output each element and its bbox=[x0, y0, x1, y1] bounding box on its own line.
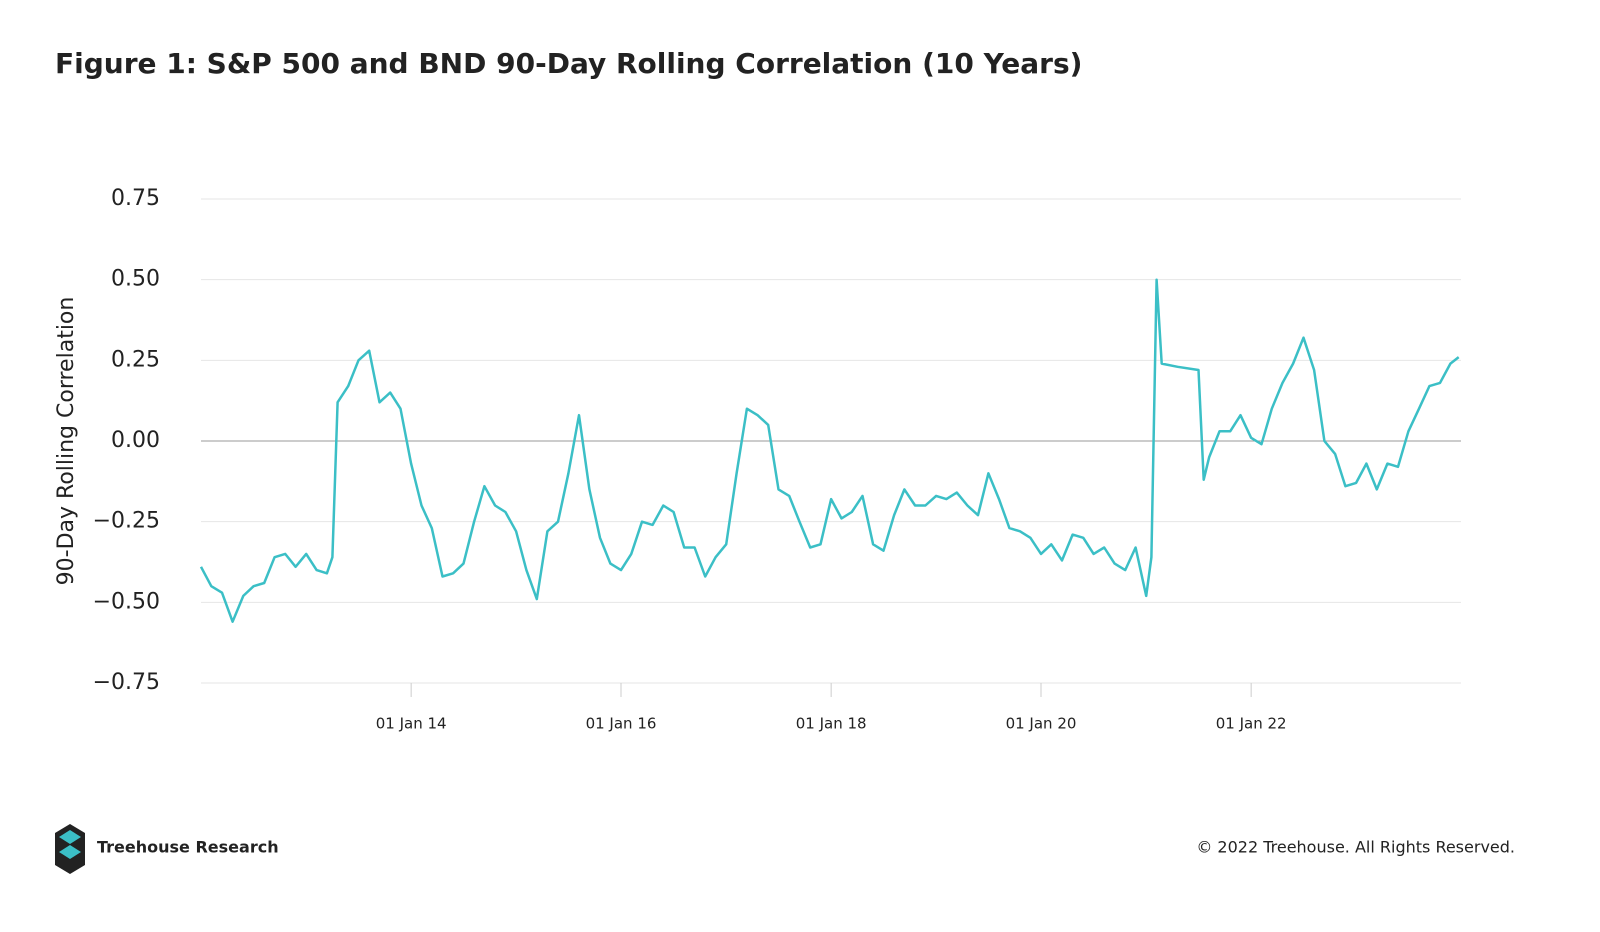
x-tick-label: 01 Jan 22 bbox=[1216, 715, 1287, 733]
y-axis-label: 90-Day Rolling Correlation bbox=[54, 297, 79, 586]
y-tick-label: 0.50 bbox=[111, 267, 160, 292]
y-tick-label: 0.25 bbox=[111, 347, 160, 372]
y-tick-label: 0.75 bbox=[111, 186, 160, 211]
copyright: © 2022 Treehouse. All Rights Reserved. bbox=[1196, 838, 1515, 857]
y-tick-label: −0.50 bbox=[93, 589, 160, 614]
logo bbox=[55, 824, 85, 874]
brand: Treehouse Research bbox=[97, 838, 279, 857]
x-tick-label: 01 Jan 18 bbox=[796, 715, 867, 733]
y-tick-label: 0.00 bbox=[111, 428, 160, 453]
x-tick-label: 01 Jan 16 bbox=[586, 715, 657, 733]
y-tick-label: −0.25 bbox=[93, 509, 160, 534]
chart-title: Figure 1: S&P 500 and BND 90-Day Rolling… bbox=[55, 47, 1082, 80]
x-tick-label: 01 Jan 14 bbox=[376, 715, 447, 733]
x-tick-label: 01 Jan 20 bbox=[1006, 715, 1077, 733]
y-tick-label: −0.75 bbox=[93, 670, 160, 695]
correlation-line bbox=[199, 278, 1460, 623]
